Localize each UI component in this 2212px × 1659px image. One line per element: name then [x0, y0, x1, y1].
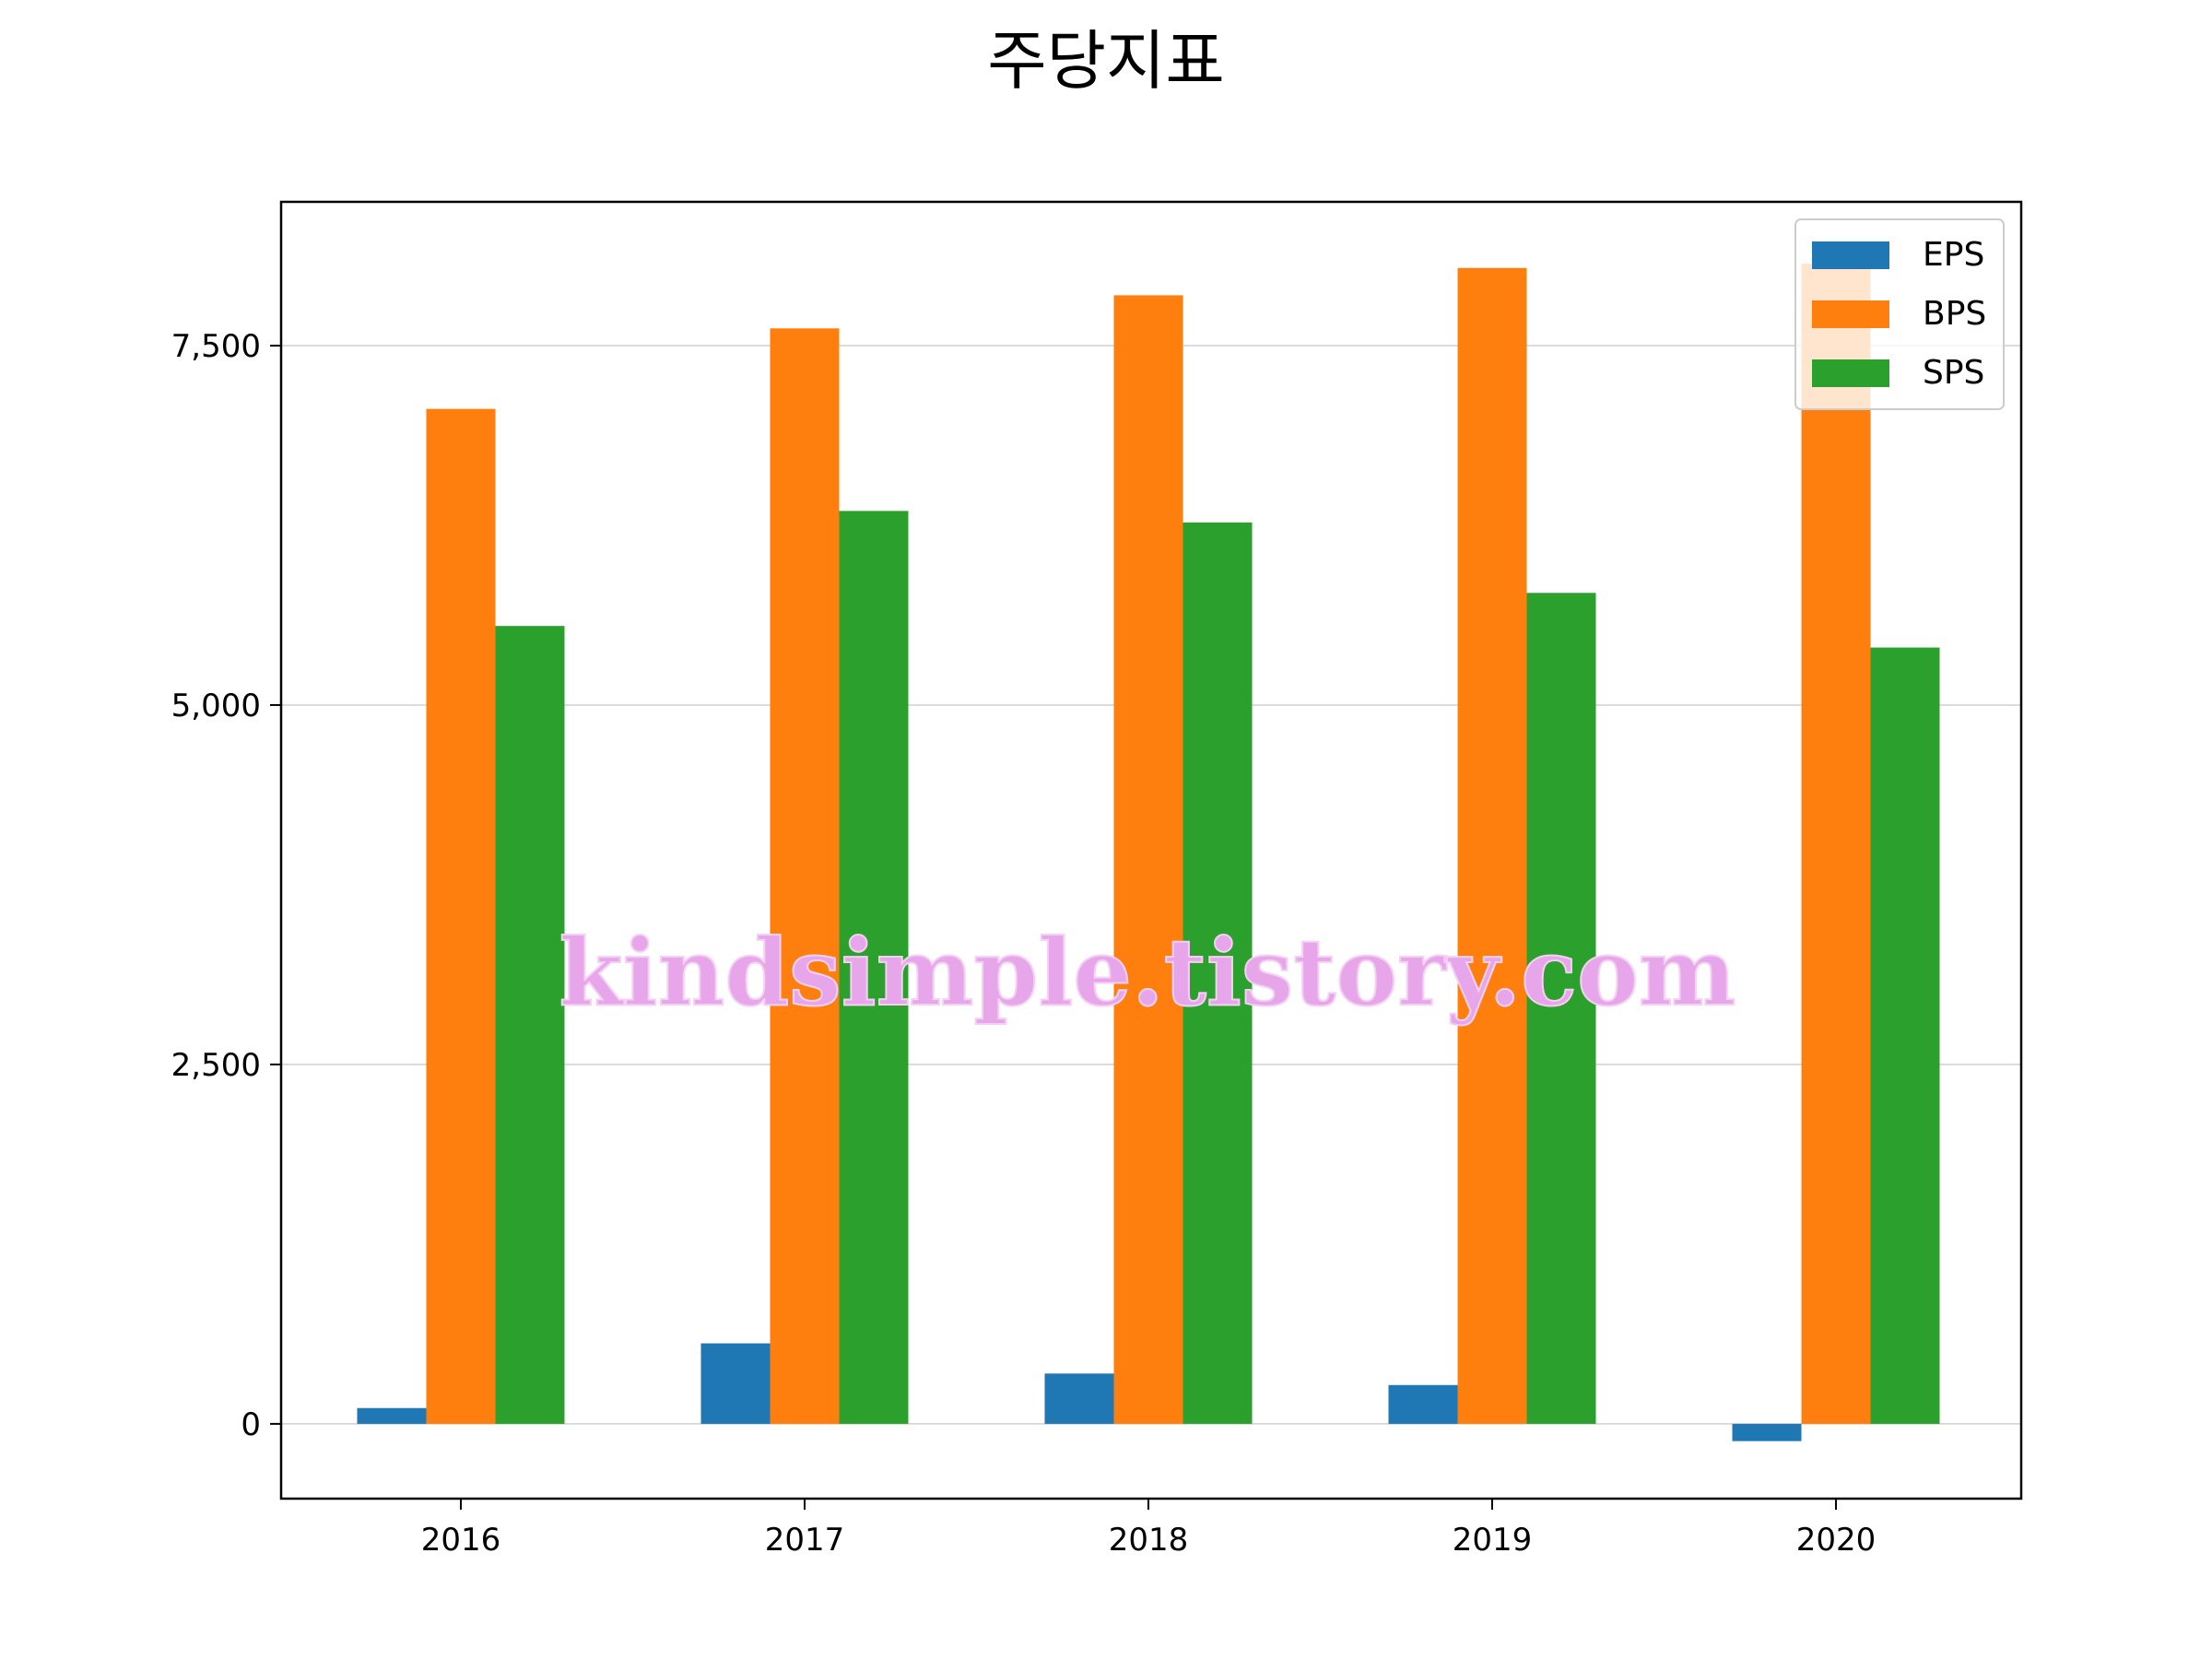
- y-tick-label: 0: [241, 1406, 261, 1443]
- bar-eps-2017: [700, 1343, 771, 1424]
- legend: EPS BPS SPS: [1794, 218, 2005, 410]
- x-tick-label: 2020: [1796, 1522, 1877, 1559]
- bar-eps-2016: [357, 1407, 427, 1424]
- x-tick-label: 2019: [1453, 1522, 1533, 1559]
- bar-sps-2017: [839, 511, 909, 1424]
- y-tick-label: 7,500: [171, 328, 261, 365]
- bar-sps-2018: [1182, 522, 1253, 1424]
- y-tick-label: 5,000: [171, 688, 261, 724]
- legend-label-bps: BPS: [1923, 295, 1986, 333]
- bar-eps-2018: [1044, 1373, 1114, 1424]
- plot-frame: [279, 200, 2023, 1500]
- bar-bps-2017: [770, 328, 840, 1424]
- bar-sps-2020: [1870, 647, 1940, 1424]
- bar-sps-2016: [495, 626, 565, 1424]
- bars: [357, 264, 1940, 1441]
- bar-eps-2020: [1732, 1423, 1802, 1441]
- x-axis: 2016 2017 2018 2019 2020: [421, 1499, 1877, 1559]
- bar-eps-2019: [1388, 1384, 1458, 1424]
- watermark-text: kindsimple.tistory.com: [559, 918, 1735, 1027]
- bar-sps-2019: [1526, 593, 1596, 1424]
- bar-bps-2020: [1801, 264, 1871, 1424]
- bar-bps-2016: [426, 408, 496, 1424]
- chart-title: 주당지표: [987, 23, 1225, 99]
- y-tick-label: 2,500: [171, 1047, 261, 1084]
- bar-bps-2019: [1457, 267, 1527, 1424]
- legend-swatch-sps: [1812, 359, 1889, 387]
- legend-swatch-eps: [1812, 241, 1889, 269]
- legend-swatch-bps: [1812, 300, 1889, 328]
- bar-bps-2018: [1113, 295, 1183, 1424]
- x-tick-label: 2018: [1109, 1522, 1189, 1559]
- legend-label-eps: EPS: [1923, 236, 1984, 274]
- y-axis: 0 2,500 5,000 7,500: [171, 328, 281, 1443]
- x-tick-label: 2016: [421, 1522, 501, 1559]
- legend-label-sps: SPS: [1923, 354, 1984, 392]
- x-tick-label: 2017: [765, 1522, 845, 1559]
